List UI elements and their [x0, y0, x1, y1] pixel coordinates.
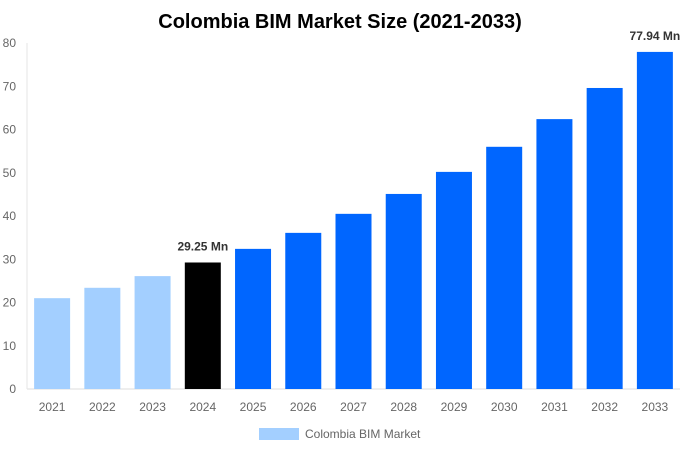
bar-2029[interactable]	[435, 171, 472, 389]
bar-2021[interactable]	[34, 298, 71, 389]
chart-title: Colombia BIM Market Size (2021-2033)	[158, 11, 521, 33]
bar-2026[interactable]	[285, 232, 322, 389]
bar-2023[interactable]	[134, 276, 171, 389]
legend-label: Colombia BIM Market	[305, 427, 421, 441]
x-tick-label: 2025	[240, 400, 267, 414]
x-tick-label: 2021	[39, 400, 66, 414]
y-tick-label: 10	[3, 339, 17, 353]
bar-2022[interactable]	[84, 287, 121, 389]
x-tick-label: 2022	[89, 400, 116, 414]
x-tick-label: 2026	[290, 400, 317, 414]
y-tick-label: 50	[3, 166, 17, 180]
bar-2027[interactable]	[335, 213, 372, 389]
bar-2032[interactable]	[586, 87, 623, 389]
data-label: 29.25 Mn	[177, 239, 228, 253]
x-tick-label: 2029	[441, 400, 468, 414]
x-tick-label: 2031	[541, 400, 568, 414]
y-tick-label: 80	[3, 36, 17, 50]
legend-swatch	[259, 428, 299, 440]
y-tick-label: 40	[3, 209, 17, 223]
x-tick-label: 2033	[642, 400, 669, 414]
y-tick-label: 60	[3, 123, 17, 137]
bar-2028[interactable]	[385, 193, 422, 389]
y-tick-label: 70	[3, 79, 17, 93]
y-tick-label: 20	[3, 296, 17, 310]
x-tick-label: 2030	[491, 400, 518, 414]
y-axis: 0 10 20 30 40 50 60 70 80	[3, 36, 17, 396]
x-tick-label: 2023	[139, 400, 166, 414]
bar-2033[interactable]	[636, 51, 673, 390]
y-tick-label: 0	[9, 382, 16, 396]
x-tick-label: 2028	[390, 400, 417, 414]
bar-2024[interactable]	[184, 262, 221, 389]
x-tick-label: 2024	[189, 400, 216, 414]
bars: 2021 2022 2023 2024 29.25 Mn 2025 2026 2027 2028…	[34, 29, 680, 414]
data-label: 77.94 Mn	[630, 29, 680, 43]
legend[interactable]: Colombia BIM Market	[259, 427, 421, 441]
bar-2031[interactable]	[536, 119, 573, 390]
bar-2025[interactable]	[235, 248, 272, 389]
x-tick-label: 2032	[591, 400, 618, 414]
x-tick-label: 2027	[340, 400, 367, 414]
y-tick-label: 30	[3, 252, 17, 266]
bar-2030[interactable]	[486, 146, 523, 389]
